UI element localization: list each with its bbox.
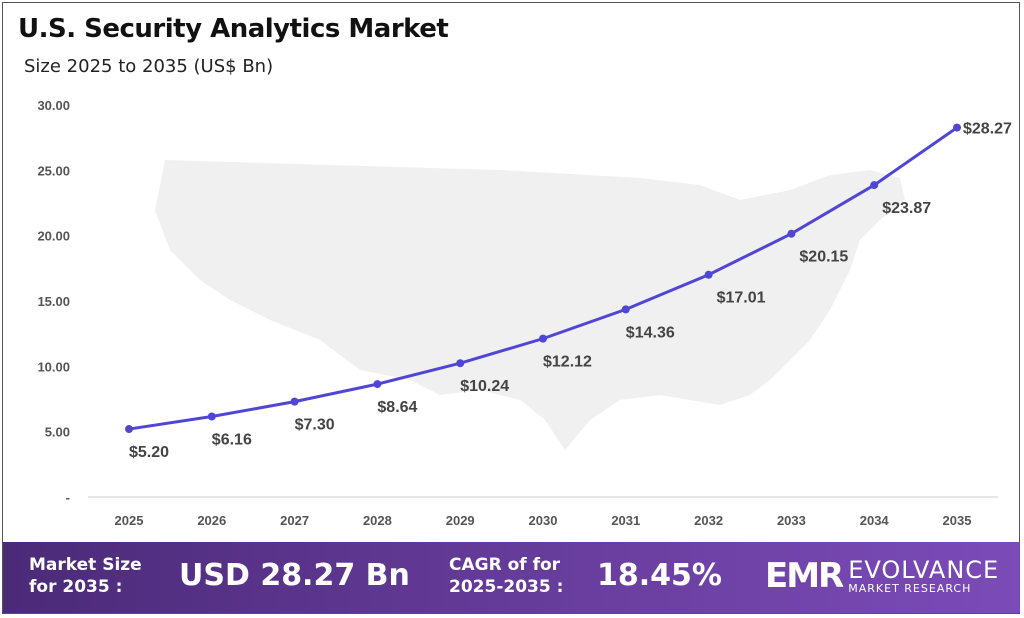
data-point [290, 397, 299, 406]
data-label: $10.24 [460, 378, 509, 395]
y-tick-label: 5.00 [45, 425, 70, 440]
x-tick-label: 2031 [611, 513, 640, 528]
market-size-value: USD 28.27 Bn [179, 558, 410, 593]
y-tick-label: 25.00 [37, 163, 70, 178]
data-label: $28.27 [963, 121, 1012, 138]
evolvance-logo: EMR EVOLVANCE MARKET RESEARCH [765, 556, 999, 596]
data-point [207, 412, 216, 421]
x-tick-label: 2027 [280, 513, 309, 528]
x-tick-label: 2025 [115, 513, 144, 528]
y-tick-label: 20.00 [37, 229, 70, 244]
cagr-label: CAGR of for 2025-2035 : [449, 554, 563, 598]
logo-tagline: MARKET RESEARCH [848, 581, 972, 595]
logo-mark: EMR [765, 556, 844, 596]
market-size-label: Market Size for 2035 : [29, 554, 142, 598]
data-point [953, 123, 961, 132]
data-label: $23.87 [882, 200, 931, 217]
data-label: $6.16 [212, 432, 252, 449]
data-point [456, 359, 465, 368]
data-point [870, 181, 879, 190]
data-point [539, 334, 547, 343]
y-tick-label: 30.00 [37, 98, 70, 113]
data-point [621, 305, 630, 314]
x-tick-label: 2034 [860, 513, 890, 528]
data-label: $20.15 [799, 249, 848, 266]
data-label: $8.64 [377, 399, 417, 416]
x-tick-label: 2033 [777, 513, 806, 528]
x-tick-label: 2029 [446, 513, 475, 528]
line-chart: - 5.00 10.00 15.00 20.00 25.00 30.00 2025 2026 2… [37, 98, 1012, 528]
data-point [704, 270, 713, 279]
data-point [125, 425, 133, 434]
data-label: $14.36 [626, 324, 675, 341]
market-size-label-line2: for 2035 : [29, 577, 123, 597]
chart-subtitle: Size 2025 to 2035 (US$ Bn) [24, 56, 274, 77]
data-point [787, 229, 796, 238]
summary-banner: Market Size for 2035 : USD 28.27 Bn CAGR… [3, 542, 1020, 613]
x-tick-label: 2026 [197, 513, 226, 528]
logo-name: EVOLVANCE [848, 555, 1000, 584]
x-tick-label: 2028 [363, 513, 392, 528]
y-tick-label: - [66, 490, 70, 505]
data-point [373, 380, 382, 389]
data-label: $5.20 [129, 444, 169, 461]
x-tick-label: 2030 [529, 513, 558, 528]
cagr-label-line1: CAGR of for [449, 555, 561, 575]
y-tick-label: 10.00 [37, 359, 70, 374]
data-label: $17.01 [717, 290, 766, 307]
data-label: $7.30 [295, 417, 335, 434]
cagr-value: 18.45% [597, 558, 722, 593]
y-tick-label: 15.00 [37, 294, 70, 309]
us-map-silhouette [155, 160, 905, 450]
cagr-label-line2: 2025-2035 : [449, 577, 564, 597]
x-tick-label: 2032 [694, 513, 723, 528]
x-tick-label: 2035 [943, 513, 972, 528]
chart-title: U.S. Security Analytics Market [18, 14, 449, 44]
data-label: $12.12 [543, 354, 592, 371]
market-size-label-line1: Market Size [29, 555, 142, 575]
